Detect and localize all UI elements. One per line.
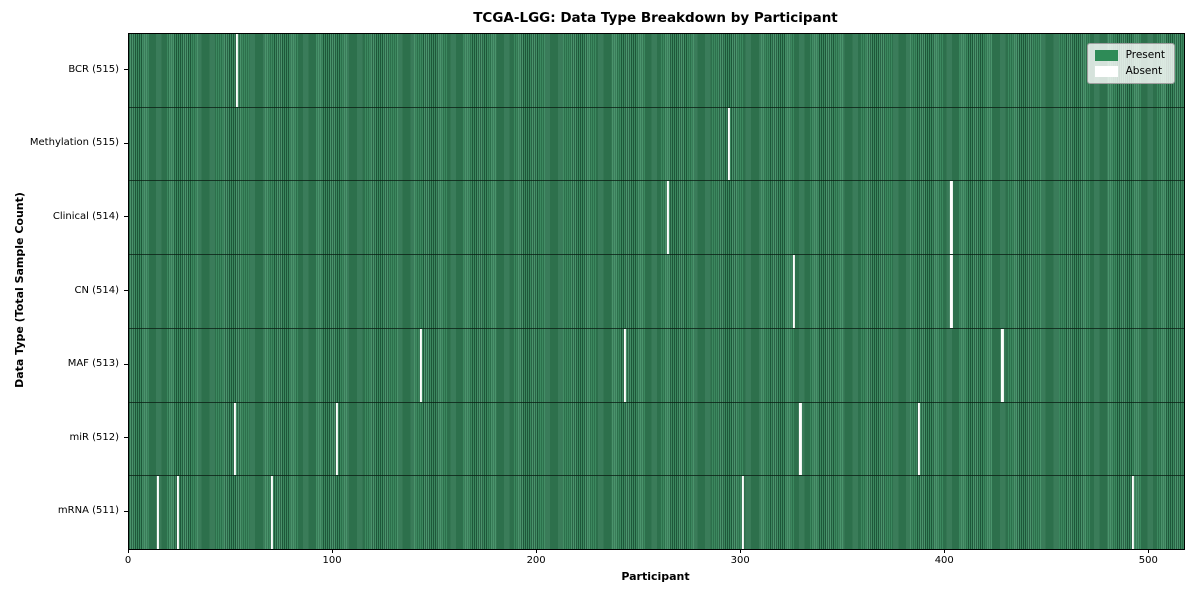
row-Clinical (129, 181, 1184, 256)
absent-swatch-icon (1094, 66, 1118, 77)
y-tick-mark (124, 69, 128, 71)
absent-gap (666, 181, 669, 255)
legend: Present Absent (1086, 43, 1175, 84)
row-Methylation (129, 107, 1184, 182)
absent-gap (156, 476, 159, 550)
x-tick-mark (944, 549, 946, 553)
heatmap-rows (129, 34, 1184, 550)
x-tick-label: 0 (124, 555, 132, 566)
absent-gap (1131, 476, 1135, 550)
x-tick-label: 200 (526, 555, 546, 566)
y-tick-label: Clinical (514) (52, 210, 119, 222)
y-tick-label: CN (514) (74, 284, 119, 296)
x-tick-label: 500 (1138, 555, 1158, 566)
legend-label-present: Present (1125, 49, 1165, 61)
absent-gap (419, 328, 422, 402)
absent-gap (176, 476, 180, 550)
absent-gap (623, 328, 626, 402)
y-tick-label: Methylation (515) (29, 137, 119, 149)
y-tick-label: miR (512) (69, 431, 119, 443)
absent-gap (793, 255, 796, 328)
absent-gap (742, 476, 745, 550)
present-swatch-icon (1094, 50, 1118, 61)
y-tick-label: BCR (515) (68, 63, 119, 75)
row-BCR (129, 34, 1184, 108)
row-CN (129, 255, 1184, 329)
absent-gap (1001, 328, 1004, 402)
absent-gap (234, 402, 237, 476)
absent-gap (917, 402, 920, 476)
x-tick-mark (740, 549, 742, 553)
x-tick-mark (332, 549, 334, 553)
absent-gap (950, 255, 953, 328)
absent-gap (799, 402, 802, 476)
x-tick-label: 400 (934, 555, 954, 566)
row-miR (129, 402, 1184, 477)
row-mRNA (129, 476, 1184, 550)
absent-gap (950, 181, 953, 255)
row-MAF (129, 328, 1184, 403)
y-tick-mark (124, 216, 128, 218)
legend-item-present: Present (1094, 49, 1165, 61)
y-tick-mark (124, 437, 128, 439)
absent-gap (236, 34, 239, 107)
x-tick-mark (1148, 549, 1150, 553)
y-tick-label: MAF (513) (67, 358, 119, 370)
absent-gap (336, 402, 339, 476)
absent-gap (727, 107, 731, 181)
plot-area: Present Absent (128, 33, 1185, 550)
y-tick-mark (124, 290, 128, 291)
absent-gap (270, 476, 273, 550)
y-tick-mark (124, 363, 128, 365)
legend-label-absent: Absent (1125, 65, 1163, 77)
y-tick-label: mRNA (511) (57, 505, 119, 517)
x-tick-label: 300 (730, 555, 750, 566)
y-tick-mark (124, 142, 128, 144)
x-tick-label: 100 (322, 555, 342, 566)
x-axis-label: Participant (621, 570, 690, 583)
legend-item-absent: Absent (1094, 65, 1165, 77)
y-tick-mark (124, 510, 128, 512)
x-tick-mark (536, 549, 538, 553)
x-tick-mark (128, 549, 129, 553)
chart-title: TCGA-LGG: Data Type Breakdown by Partici… (473, 10, 838, 26)
